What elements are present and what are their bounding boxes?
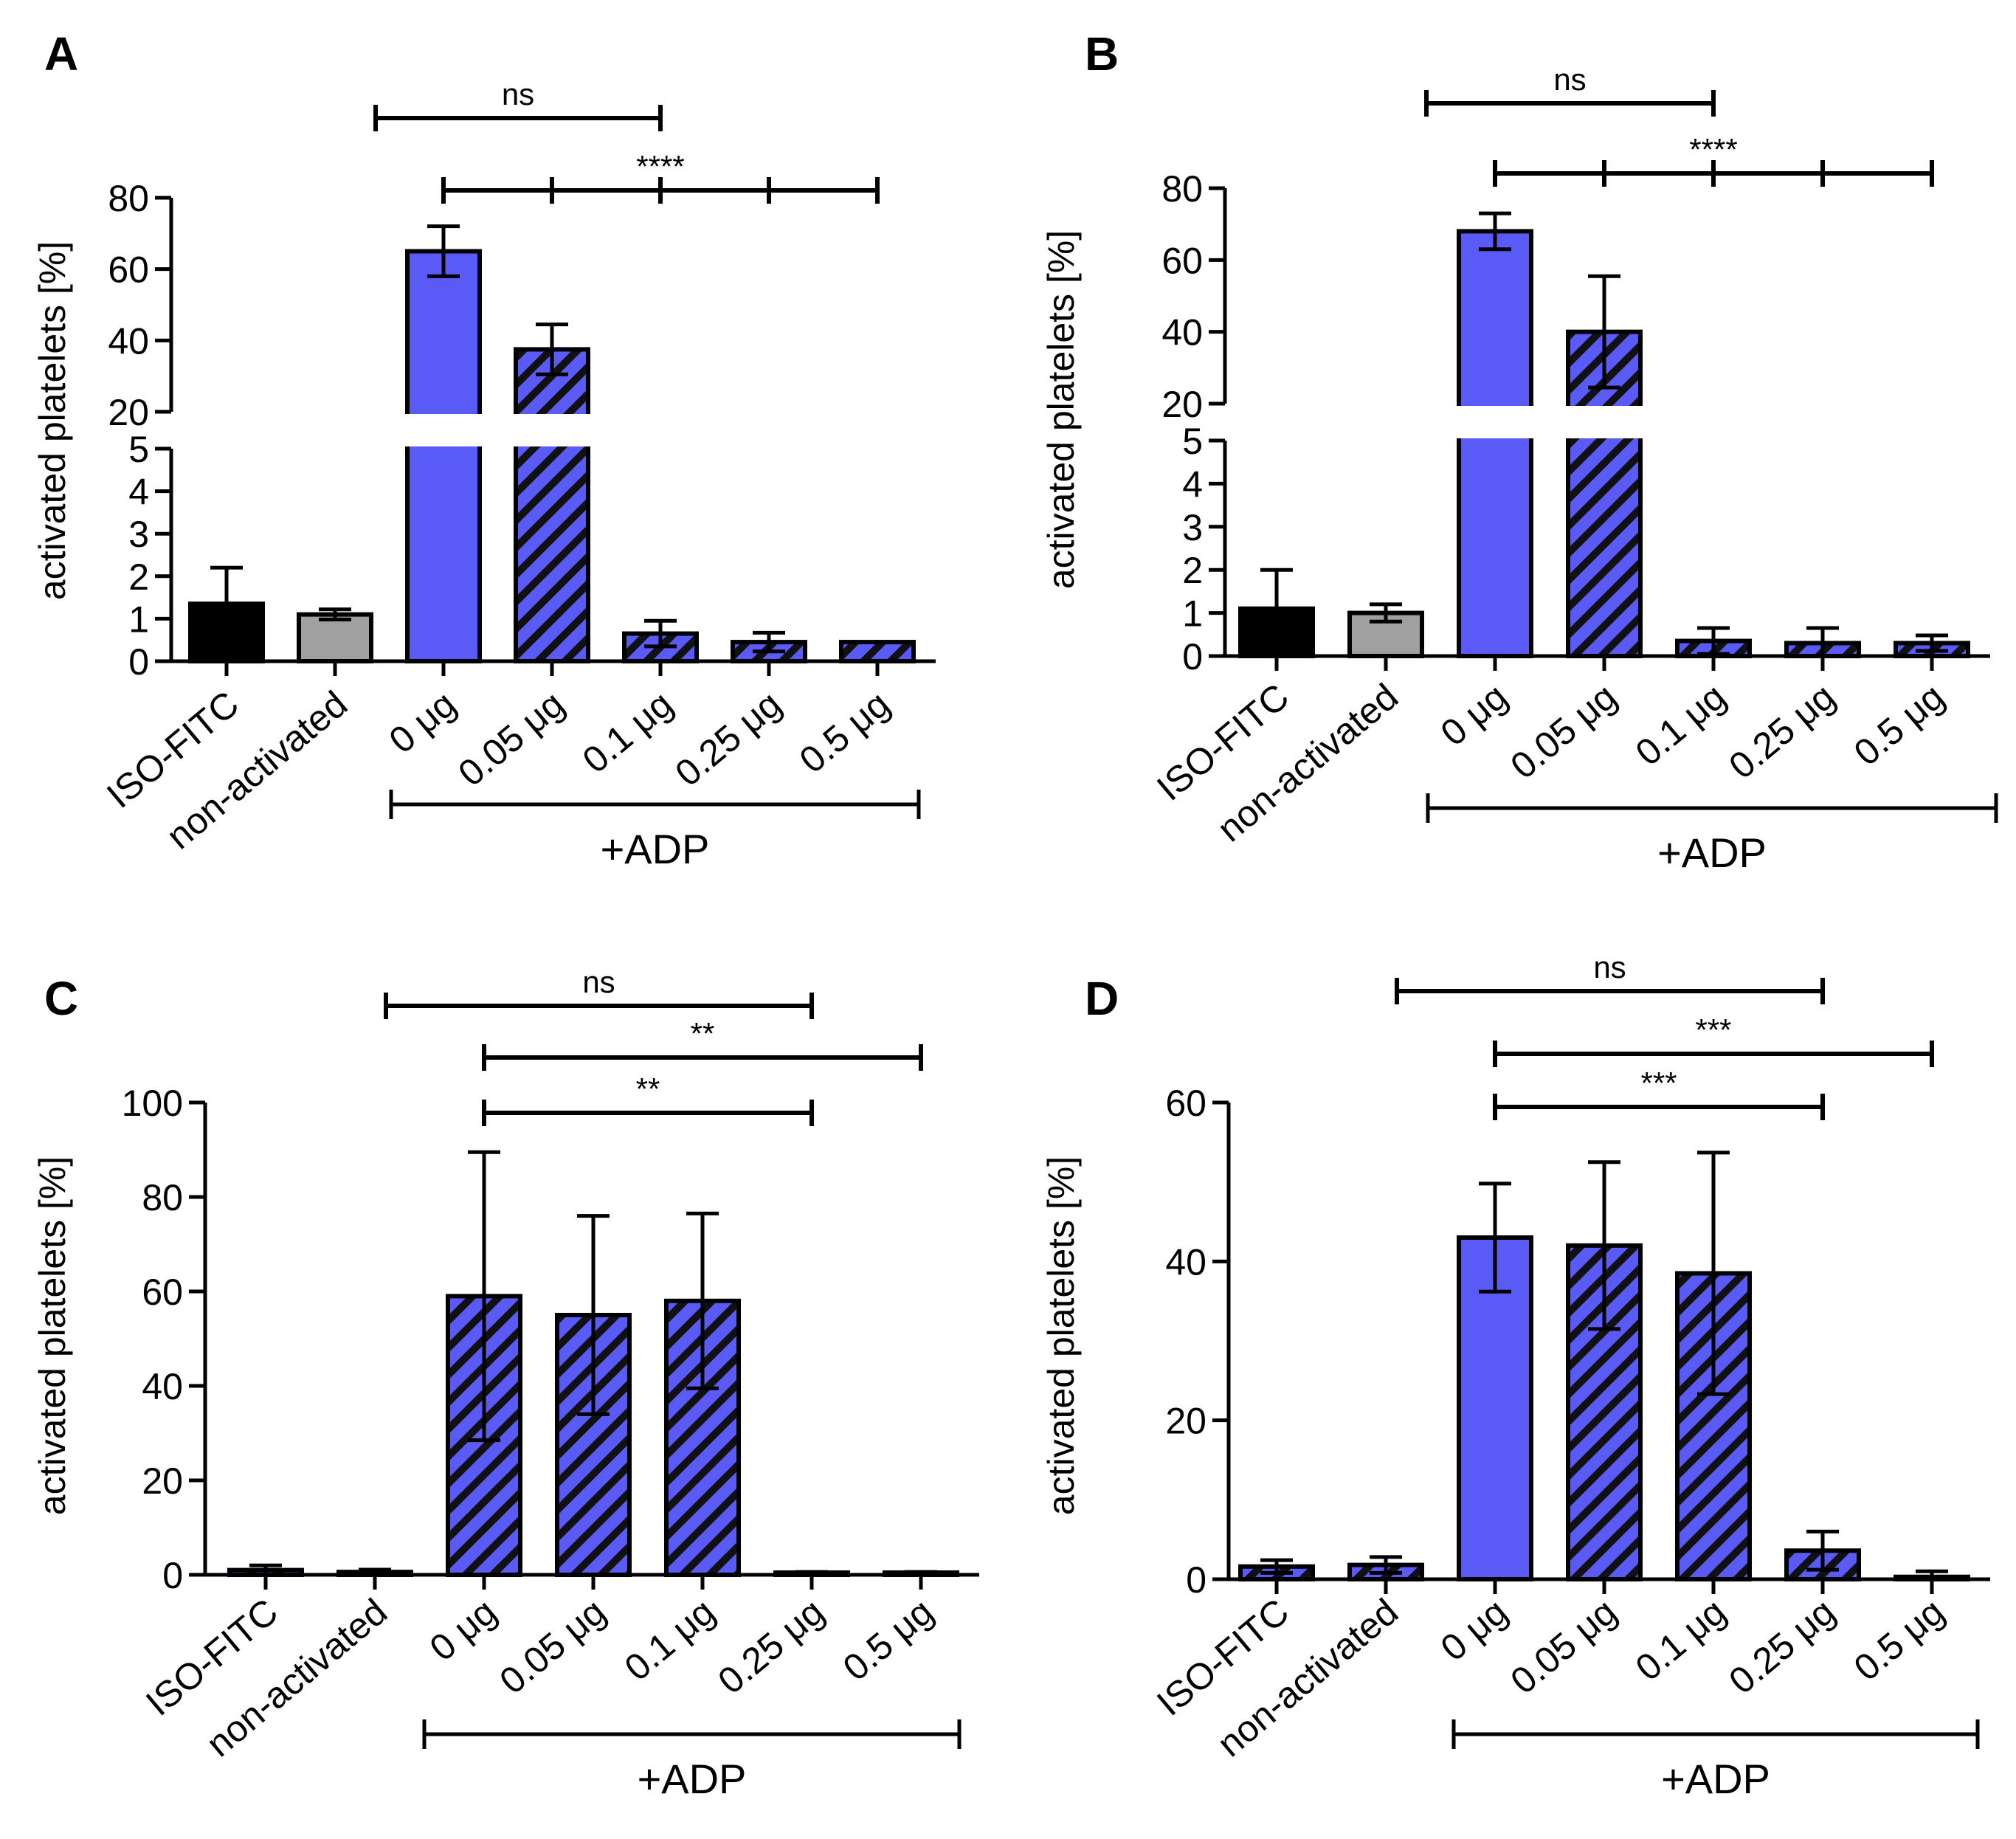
y-tick-label: 3 [128, 514, 149, 555]
x-tick-label: 0.05 μg [492, 1591, 614, 1702]
panel-label: C [44, 972, 78, 1025]
x-tick-label: 0.1 μg [1628, 676, 1733, 774]
significance-label: ** [691, 1016, 715, 1051]
panel-label: A [44, 27, 78, 80]
y-tick-label: 1 [1182, 593, 1203, 635]
significance-label: ns [502, 77, 534, 111]
x-tick-label: 0.1 μg [617, 1591, 722, 1689]
significance-label: **** [636, 149, 684, 184]
x-tick-label: 0 μg [382, 683, 463, 762]
group-label: +ADP [1661, 1756, 1770, 1802]
y-tick-label: 20 [1165, 1401, 1207, 1442]
x-tick-label: 0 μg [1433, 676, 1515, 754]
x-tick-label: 0.5 μg [835, 1591, 941, 1689]
y-tick-label: 2 [128, 556, 149, 598]
y-tick-label: 40 [1161, 312, 1203, 353]
significance-label: ns [1593, 950, 1626, 984]
bar [405, 249, 482, 663]
y-tick-label: 0 [128, 641, 149, 683]
significance-label: **** [1689, 132, 1737, 167]
group-label: +ADP [1657, 829, 1767, 876]
y-tick-label: 3 [1182, 507, 1203, 548]
x-tick-label: 0 μg [1433, 1591, 1515, 1669]
y-tick-label: 0 [162, 1555, 183, 1596]
y-tick-label: 0 [1182, 636, 1203, 677]
x-tick-label: 0.5 μg [1846, 1591, 1952, 1689]
significance-label: ** [636, 1072, 660, 1106]
y-tick-label: 1 [128, 598, 149, 640]
y-tick-label: 80 [1161, 168, 1203, 210]
axis-break-gap [1232, 406, 1998, 438]
x-tick-label: 0.5 μg [1846, 676, 1952, 774]
x-tick-label: 0.05 μg [1503, 1591, 1625, 1702]
x-tick-label: 0 μg [422, 1591, 504, 1669]
y-axis-title: activated platelets [%] [1040, 230, 1082, 589]
y-tick-label: 20 [1161, 384, 1203, 425]
significance-label: ns [1553, 62, 1586, 97]
y-axis-title: activated platelets [%] [32, 1156, 73, 1515]
y-tick-label: 5 [1182, 421, 1203, 462]
panel-label: B [1085, 27, 1119, 80]
y-tick-label: 100 [122, 1083, 183, 1124]
y-tick-label: 5 [128, 429, 149, 470]
group-label: +ADP [601, 826, 710, 872]
x-tick-label: 0.25 μg [668, 683, 790, 795]
y-tick-label: 80 [142, 1177, 183, 1218]
y-tick-label: 4 [128, 472, 149, 513]
y-tick-label: 40 [1165, 1241, 1207, 1283]
bar [514, 347, 590, 663]
y-tick-label: 2 [1182, 550, 1203, 591]
group-label: +ADP [638, 1756, 747, 1802]
x-tick-label: 0.1 μg [575, 683, 680, 782]
y-tick-label: 80 [108, 178, 149, 219]
y-tick-label: 60 [108, 249, 149, 291]
x-tick-label: 0.05 μg [451, 683, 573, 795]
y-tick-label: 20 [108, 392, 149, 433]
y-tick-label: 60 [1161, 240, 1203, 281]
y-tick-label: 40 [108, 320, 149, 362]
y-tick-label: 60 [142, 1272, 183, 1313]
y-axis-title: activated platelets [%] [1040, 1156, 1082, 1515]
y-axis-title: activated platelets [%] [32, 241, 73, 600]
x-tick-label: 0.25 μg [1722, 676, 1843, 787]
bar [297, 612, 373, 664]
significance-label: *** [1640, 1066, 1677, 1100]
axis-break-gap [179, 414, 943, 446]
y-tick-label: 4 [1182, 463, 1203, 505]
bar [1457, 229, 1533, 658]
y-tick-label: 20 [142, 1460, 183, 1502]
x-tick-label: 0.25 μg [711, 1591, 832, 1702]
y-tick-label: 0 [1186, 1559, 1207, 1601]
significance-label: ns [582, 965, 615, 999]
panel-label: D [1085, 972, 1119, 1025]
x-tick-label: 0.05 μg [1503, 676, 1625, 787]
y-tick-label: 60 [1165, 1083, 1207, 1124]
bar [839, 640, 916, 664]
x-tick-label: 0.25 μg [1722, 1591, 1843, 1702]
x-tick-label: 0.1 μg [1628, 1591, 1733, 1689]
significance-label: *** [1695, 1012, 1731, 1047]
x-tick-label: 0.5 μg [792, 683, 897, 782]
y-tick-label: 40 [142, 1366, 183, 1407]
